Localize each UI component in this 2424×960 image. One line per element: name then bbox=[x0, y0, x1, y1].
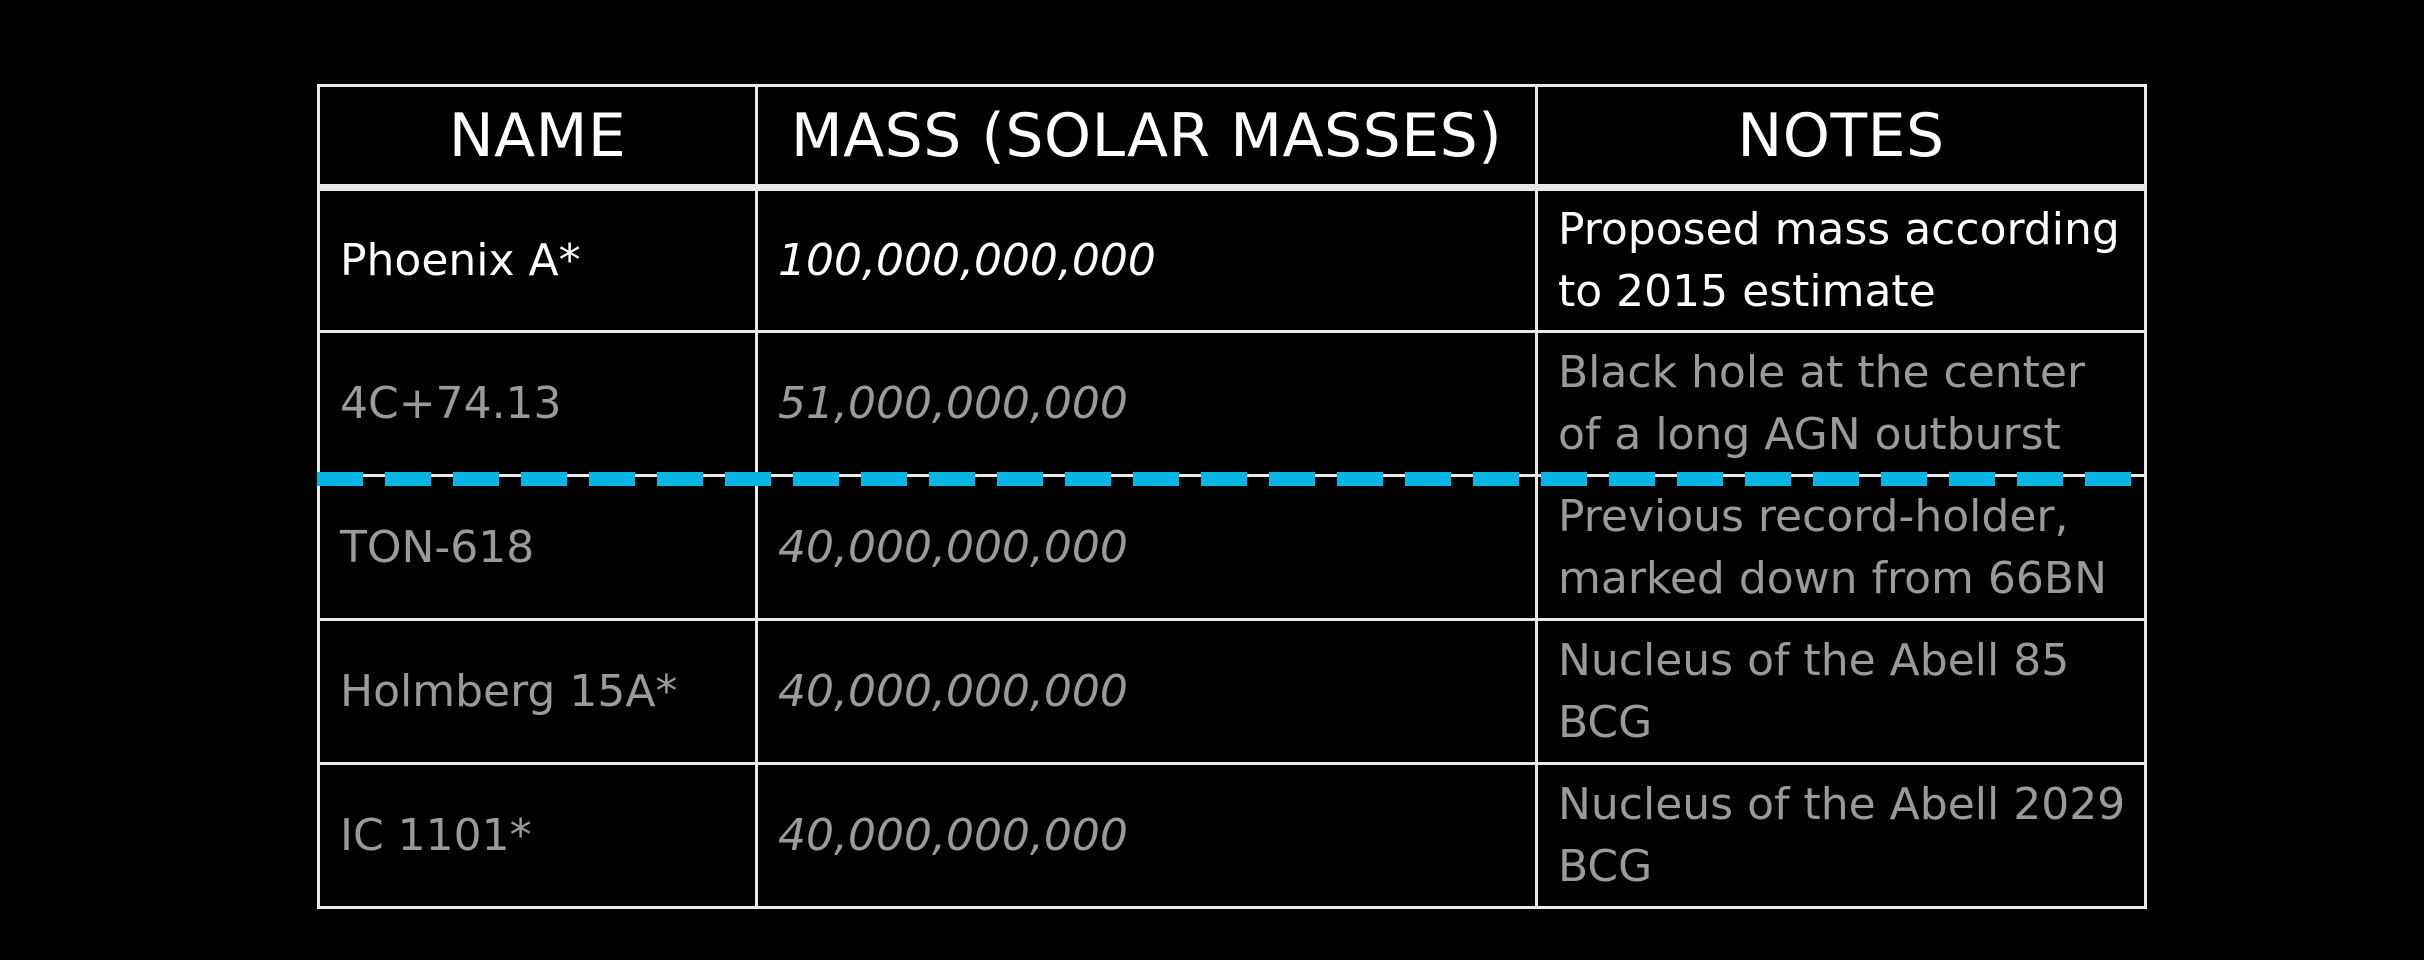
black-hole-mass-table: NAME MASS (SOLAR MASSES) NOTES Phoenix A… bbox=[317, 84, 2147, 909]
cell-mass: 40,000,000,000 bbox=[755, 618, 1538, 765]
table-row: 4C+74.13 51,000,000,000 Black hole at th… bbox=[317, 330, 2147, 477]
dashed-divider-line bbox=[317, 472, 2144, 486]
cell-mass: 40,000,000,000 bbox=[755, 474, 1538, 621]
cell-mass: 100,000,000,000 bbox=[755, 186, 1538, 333]
cell-notes: Previous record-holder, marked down from… bbox=[1535, 474, 2147, 621]
cell-name: TON-618 bbox=[317, 474, 758, 621]
cell-notes: Proposed mass according to 2015 estimate bbox=[1535, 186, 2147, 333]
cell-name: Holmberg 15A* bbox=[317, 618, 758, 765]
cell-mass: 40,000,000,000 bbox=[755, 762, 1538, 909]
table-row: Holmberg 15A* 40,000,000,000 Nucleus of … bbox=[317, 618, 2147, 765]
cell-name: Phoenix A* bbox=[317, 186, 758, 333]
table-row: Phoenix A* 100,000,000,000 Proposed mass… bbox=[317, 186, 2147, 333]
header-notes: NOTES bbox=[1535, 84, 2147, 191]
header-name: NAME bbox=[317, 84, 758, 191]
cell-notes: Nucleus of the Abell 2029 BCG bbox=[1535, 762, 2147, 909]
table-row: IC 1101* 40,000,000,000 Nucleus of the A… bbox=[317, 762, 2147, 909]
cell-notes: Nucleus of the Abell 85 BCG bbox=[1535, 618, 2147, 765]
table-row: TON-618 40,000,000,000 Previous record-h… bbox=[317, 474, 2147, 621]
cell-mass: 51,000,000,000 bbox=[755, 330, 1538, 477]
cell-name: 4C+74.13 bbox=[317, 330, 758, 477]
header-mass: MASS (SOLAR MASSES) bbox=[755, 84, 1538, 191]
cell-notes: Black hole at the center of a long AGN o… bbox=[1535, 330, 2147, 477]
header-row: NAME MASS (SOLAR MASSES) NOTES bbox=[317, 84, 2147, 191]
cell-name: IC 1101* bbox=[317, 762, 758, 909]
